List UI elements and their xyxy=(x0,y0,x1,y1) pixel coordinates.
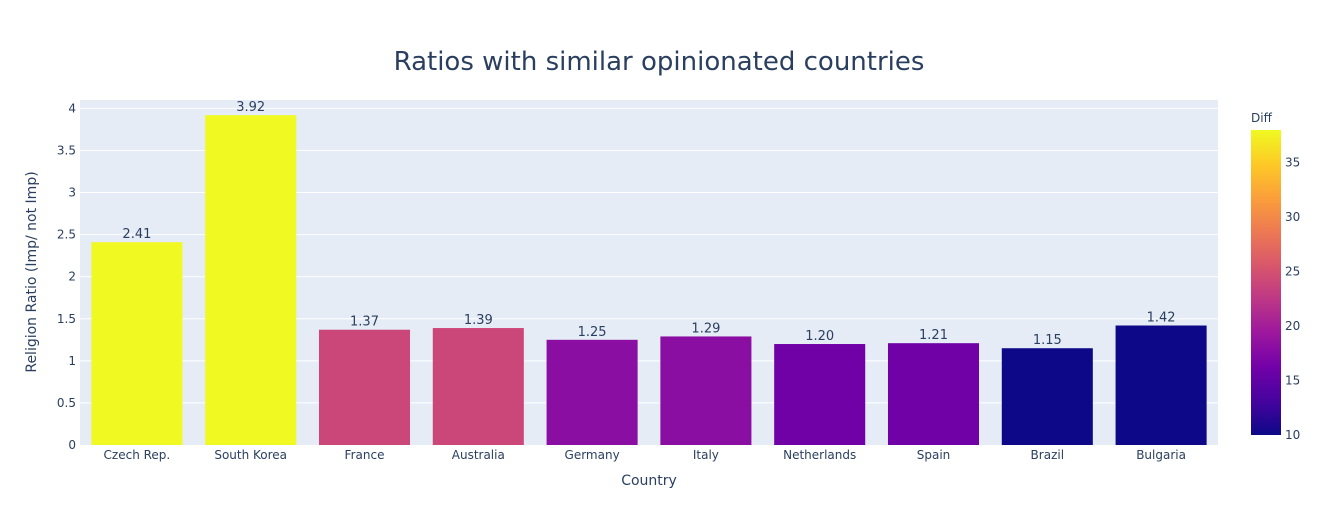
bar xyxy=(205,115,297,446)
bars xyxy=(91,115,1207,446)
bar xyxy=(546,339,638,445)
bar xyxy=(318,329,411,445)
bar xyxy=(1001,348,1093,445)
bar-value-label: 1.42 xyxy=(1147,311,1176,326)
bar-value-label: 1.29 xyxy=(691,321,720,336)
x-tick-label: Australia xyxy=(452,448,505,462)
bar xyxy=(91,242,183,445)
colorbar-tick-label: 10 xyxy=(1285,428,1300,442)
x-tick-label: Spain xyxy=(917,448,951,462)
x-tick-label: Bulgaria xyxy=(1136,448,1186,462)
colorbar-tick-label: 15 xyxy=(1285,374,1300,388)
x-tick-label: Italy xyxy=(693,448,719,462)
y-tick-label: 1 xyxy=(68,354,76,368)
x-tick-label: Brazil xyxy=(1031,448,1065,462)
bar-value-label: 1.20 xyxy=(805,329,834,344)
y-tick-label: 2.5 xyxy=(57,228,76,242)
y-axis-title: Religion Ratio (Imp/ not Imp) xyxy=(24,171,40,372)
bar-value-label: 1.21 xyxy=(919,328,948,343)
x-tick-label: Czech Rep. xyxy=(104,448,171,462)
bar-value-label: 3.92 xyxy=(236,100,265,115)
y-tick-label: 2 xyxy=(68,270,76,284)
colorbar-gradient xyxy=(1251,130,1281,435)
chart-title: Ratios with similar opinionated countrie… xyxy=(394,47,925,77)
bar-value-label: 1.37 xyxy=(350,315,379,330)
x-axis-title: Country xyxy=(621,473,677,489)
colorbar-title: Diff xyxy=(1251,111,1273,125)
bar xyxy=(774,344,866,445)
y-tick-label: 0.5 xyxy=(57,396,76,410)
y-tick-label: 0 xyxy=(68,438,76,452)
bar-value-label: 1.25 xyxy=(578,325,607,340)
bar-value-label: 1.15 xyxy=(1033,333,1062,348)
x-axis-ticks: Czech Rep. South Korea France Australia Germ… xyxy=(104,448,1186,462)
colorbar-tick-label: 35 xyxy=(1285,156,1300,170)
y-tick-label: 1.5 xyxy=(57,312,76,326)
y-axis-ticks: 0 0.5 1 1.5 2 2.5 3 3.5 4 xyxy=(57,101,76,452)
y-tick-label: 3.5 xyxy=(57,143,76,157)
bar xyxy=(887,343,980,445)
x-tick-label: France xyxy=(345,448,385,462)
bar-value-label: 2.41 xyxy=(122,227,151,242)
x-tick-label: Germany xyxy=(565,448,620,462)
bar-labels: 2.41 3.92 1.37 1.39 1.25 1.29 1.20 1.21 1.15 1.42 xyxy=(122,100,1175,348)
colorbar: Diff 10 15 20 25 30 35 xyxy=(1251,111,1300,442)
colorbar-tick-label: 25 xyxy=(1285,265,1300,279)
y-tick-label: 3 xyxy=(68,186,76,200)
bar-value-label: 1.39 xyxy=(464,313,493,328)
colorbar-tick-label: 20 xyxy=(1285,319,1300,333)
bar xyxy=(660,336,752,445)
x-tick-label: South Korea xyxy=(214,448,287,462)
colorbar-tick-label: 30 xyxy=(1285,210,1300,224)
y-tick-label: 4 xyxy=(68,101,76,115)
x-tick-label: Netherlands xyxy=(783,448,856,462)
bar xyxy=(1115,325,1207,445)
bar xyxy=(432,328,524,445)
